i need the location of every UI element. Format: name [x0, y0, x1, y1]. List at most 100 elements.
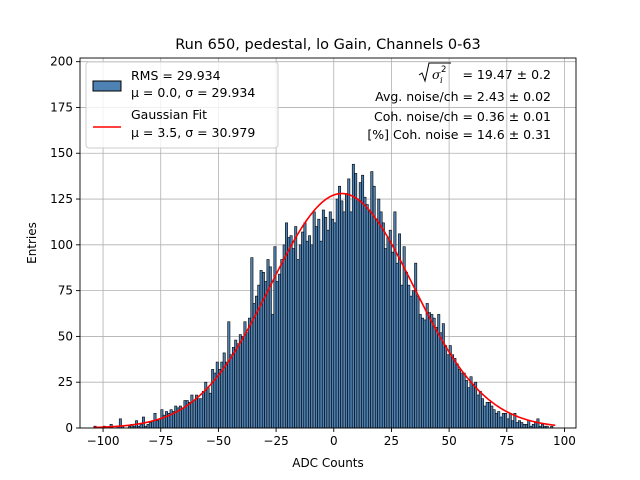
y-tick-label: 25 [58, 375, 73, 389]
histogram-bar [261, 272, 265, 429]
y-tick-label: 75 [58, 284, 73, 298]
histogram-bar [181, 407, 185, 429]
legend-box [85, 61, 279, 149]
y-tick-label: 0 [65, 421, 73, 435]
y-tick-label: 50 [58, 329, 73, 343]
histogram-bar [155, 420, 159, 429]
histogram-bar [490, 405, 494, 429]
histogram-bar [347, 178, 351, 429]
svg-text:2: 2 [441, 65, 446, 75]
histogram-bar [345, 193, 348, 429]
histogram-bar [365, 204, 369, 429]
x-tick-label: 50 [441, 434, 456, 448]
histogram-bar [321, 209, 325, 429]
histogram-bar [430, 314, 434, 429]
histogram-bar [384, 248, 388, 429]
histogram-bar [460, 372, 464, 429]
histogram-bar [469, 376, 473, 429]
histogram-bar [282, 244, 286, 429]
histogram-bar [520, 422, 524, 429]
histogram-bar [338, 185, 341, 429]
histogram-bar [511, 420, 515, 429]
histogram-bar [192, 400, 196, 429]
histogram-bar [245, 332, 249, 429]
histogram-bar [331, 218, 335, 429]
histogram-bar [349, 211, 353, 429]
histogram-bar [165, 411, 168, 429]
histogram-bar [317, 218, 321, 429]
histogram-bar [310, 244, 314, 429]
sqrt-sigma-symbol: σ i 2 [418, 62, 451, 86]
histogram-bar [388, 229, 392, 429]
histogram-bar [298, 244, 302, 429]
histogram-bar [363, 196, 367, 429]
x-tick-label: 75 [499, 434, 514, 448]
x-tick-label: −100 [87, 434, 120, 448]
histogram-bar [395, 262, 399, 429]
histogram-bar [524, 424, 528, 429]
histogram-bar [409, 295, 413, 429]
histogram-bar [169, 409, 173, 429]
x-axis-ticks: −100 −75 −50 −25 0 25 50 75 100 [87, 428, 576, 448]
histogram-bar [481, 398, 485, 429]
legend-label-fit: Gaussian Fit [131, 107, 207, 122]
legend-label-rms: RMS = 29.934 [131, 68, 221, 83]
histogram-bar [354, 173, 358, 429]
histogram-bar [541, 424, 545, 429]
histogram-bar [312, 211, 316, 429]
histogram-bar [444, 345, 448, 429]
histogram-bar [451, 354, 455, 429]
histogram-bar [243, 321, 247, 429]
histogram-bar [241, 336, 245, 429]
histogram-bar [146, 424, 150, 429]
noise-annotations: σ i 2 = 19.47 ± 0.2 Avg. noise/ch = 2.43… [367, 62, 551, 142]
histogram-bar [308, 235, 311, 429]
histogram-bar [296, 259, 300, 429]
histogram-bar [326, 229, 330, 429]
y-tick-label: 175 [50, 100, 73, 114]
histogram-bar [407, 284, 411, 429]
histogram-bar [421, 317, 425, 429]
stat-coh-noise: Coh. noise/ch = 0.36 ± 0.01 [374, 109, 551, 124]
histogram-bar [188, 402, 192, 429]
histogram-bar [190, 394, 194, 429]
histogram-bar [488, 402, 491, 429]
histogram-bar [381, 222, 385, 429]
chart-title: Run 650, pedestal, lo Gain, Channels 0-6… [175, 37, 481, 53]
histogram-bar [264, 281, 268, 429]
histogram-bar [206, 387, 210, 429]
histogram-bar [485, 402, 489, 429]
y-tick-label: 125 [50, 192, 73, 206]
histogram-bar [222, 352, 226, 429]
histogram-bar [518, 420, 521, 429]
histogram-bar [393, 211, 397, 429]
histogram-bar [441, 323, 445, 429]
histogram-bar [215, 361, 219, 429]
histogram-bar [494, 413, 498, 429]
legend-label-fit-stats: μ = 3.5, σ = 30.979 [131, 125, 255, 140]
histogram-bar [287, 237, 291, 429]
histogram-bar [289, 235, 293, 429]
y-axis-label: Entries [25, 222, 39, 264]
histogram-bar [238, 334, 242, 429]
histogram-bar [358, 182, 362, 429]
histogram-bar [201, 391, 205, 429]
histogram-bar [446, 354, 450, 429]
histogram-bar [174, 405, 178, 429]
histogram-bar [259, 270, 263, 429]
histogram-bar [370, 171, 374, 429]
histogram-bar [506, 418, 510, 429]
histogram-bar [335, 198, 339, 429]
histogram-bar [501, 413, 505, 429]
histogram-bar [467, 387, 471, 429]
stat-coh-noise-percent: [%] Coh. noise = 14.6 ± 0.31 [367, 127, 551, 142]
histogram-bar [248, 317, 252, 429]
histogram-bar [294, 226, 298, 429]
histogram-bar [462, 372, 466, 429]
histogram-bar [372, 185, 376, 429]
histogram-bar [434, 326, 438, 429]
histogram-bar [301, 231, 305, 429]
histogram-bar [418, 314, 422, 429]
histogram-bar [464, 380, 468, 429]
